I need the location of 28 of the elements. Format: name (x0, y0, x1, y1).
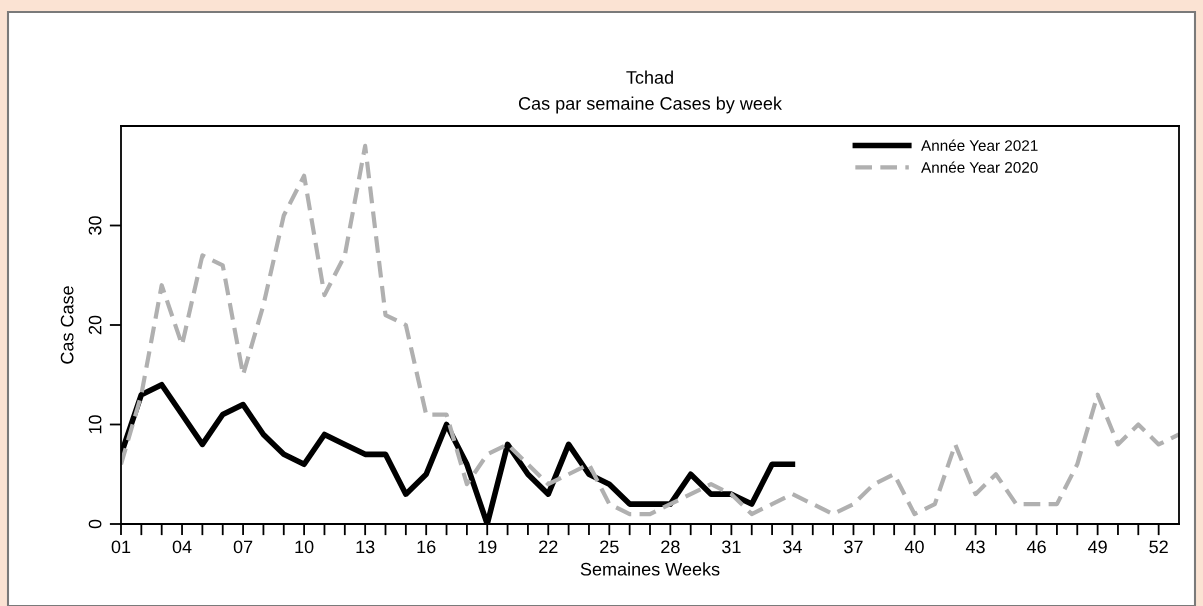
x-tick-label: 04 (172, 540, 192, 554)
x-tick-label: 49 (1087, 540, 1107, 554)
x-tick-label: 01 (111, 540, 131, 554)
y-tick-label: 20 (88, 315, 102, 335)
x-tick-label: 40 (904, 540, 924, 554)
y-tick-label: 10 (88, 415, 102, 434)
chart-title: Tchad (626, 70, 673, 84)
x-tick-label: 19 (478, 540, 497, 554)
y-tick-label: 30 (88, 216, 102, 235)
x-tick-label: 16 (417, 540, 436, 554)
x-tick-label: 43 (965, 540, 985, 554)
x-tick-label: 37 (844, 540, 863, 554)
chart-subtitle: Cas par semaine Cases by week (518, 96, 782, 114)
y-axis-title: Cas Case (60, 286, 74, 364)
x-tick-label: 22 (539, 540, 558, 554)
x-tick-label: 52 (1149, 540, 1168, 554)
x-tick-label: 46 (1026, 540, 1046, 554)
x-tick-label: 13 (356, 540, 375, 554)
x-tick-label: 25 (600, 540, 619, 554)
legend-label: Année Year 2020 (921, 161, 1038, 173)
y-tick-label: 0 (88, 519, 102, 529)
x-tick-label: 10 (295, 540, 314, 554)
x-tick-label: 34 (783, 540, 802, 554)
x-axis-title: Semaines Weeks (580, 562, 720, 576)
legend-label: Année Year 2021 (921, 139, 1038, 151)
x-tick-label: 28 (661, 540, 680, 554)
x-tick-label: 07 (233, 540, 253, 554)
x-tick-label: 31 (722, 540, 741, 554)
